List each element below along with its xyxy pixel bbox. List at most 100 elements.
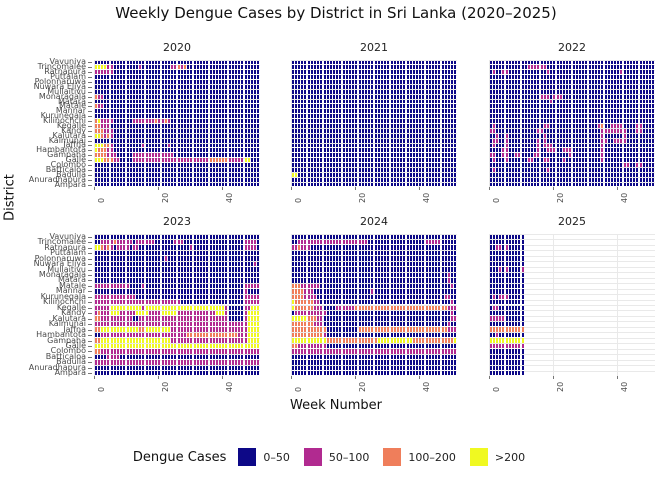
y-axis-tick-labels: Vavuniya Trincomalee Ratnapura Puttalam Polo… [0, 0, 92, 480]
y-tick-label-nuwara-eliya: Nuwara Eliya [33, 81, 86, 91]
x-tick-label: 0 [492, 197, 501, 203]
x-tick-mark [94, 376, 95, 379]
y-tick-mark [88, 285, 92, 287]
y-tick-mark [88, 264, 92, 266]
y-tick-mark [88, 135, 92, 137]
y-tick-label-badulla: Badulla [56, 169, 86, 179]
panel-2023 [94, 234, 260, 376]
x-tick-mark [94, 187, 95, 190]
y-tick-mark [88, 345, 92, 347]
legend: Dengue Cases 0–50 50–100 100–200 >200 [0, 440, 672, 474]
y-tick-label-kegalle: Kegalle [56, 302, 86, 312]
y-tick-mark [88, 274, 92, 276]
x-tick-mark [157, 187, 159, 190]
y-tick-mark [88, 91, 92, 93]
y-tick-label-puttalam: Puttalam [50, 248, 86, 258]
y-tick-mark [88, 116, 92, 118]
y-tick-mark [88, 101, 92, 103]
legend-title: Dengue Cases [132, 449, 227, 465]
legend-label: 50–100 [328, 450, 370, 464]
y-tick-mark [88, 356, 92, 358]
y-tick-label-vavuniya: Vavuniya [49, 231, 87, 241]
y-tick-label-trincomalee: Trincomalee [37, 62, 86, 72]
y-tick-mark [88, 373, 92, 375]
x-tick-mark [616, 376, 618, 379]
page-title: Weekly Dengue Cases by District in Sri L… [115, 4, 557, 22]
y-tick-mark [88, 280, 92, 282]
legend-items: 0–50 50–100 100–200 >200 [238, 448, 539, 466]
x-tick-label: 40 [421, 381, 431, 392]
y-tick-label-matara: Matara [57, 96, 86, 106]
legend-item[interactable]: 0–50 [238, 448, 290, 466]
y-tick-mark [88, 62, 92, 64]
facet-strip-2024: 2024 [360, 215, 388, 228]
y-tick-label-kalmunai: Kalmunai [48, 135, 86, 145]
y-tick-mark [88, 174, 92, 176]
facet-strip-2023: 2023 [163, 215, 191, 228]
x-tick-label: 20 [357, 381, 367, 392]
x-tick-label: 0 [97, 197, 106, 203]
x-axis-title: Week Number [290, 398, 382, 413]
y-tick-mark [88, 72, 92, 74]
y-tick-mark [88, 307, 92, 309]
heatmap-tiles [94, 60, 260, 187]
y-tick-label-anuradhapura: Anuradhapura [28, 362, 86, 372]
x-tick-mark [552, 187, 554, 190]
y-tick-label-batticaloa: Batticaloa [45, 164, 86, 174]
y-tick-label-kilinochchi: Kilinochchi [42, 297, 86, 307]
x-tick-label: 20 [160, 192, 170, 203]
y-tick-mark [88, 269, 92, 271]
y-tick-label-gampaha: Gampaha [47, 150, 86, 160]
y-tick-mark [88, 106, 92, 108]
y-tick-mark [88, 258, 92, 260]
panel-2024 [291, 234, 457, 376]
x-tick-mark [157, 376, 159, 379]
x-tick-label: 20 [160, 381, 170, 392]
y-tick-label-ratnapura: Ratnapura [44, 242, 86, 252]
x-tick-mark [616, 187, 618, 190]
legend-label: 100–200 [408, 450, 456, 464]
y-tick-label-matale: Matale [59, 280, 86, 290]
y-tick-mark [88, 155, 92, 157]
y-tick-label-matale: Matale [59, 101, 86, 111]
y-tick-label-hambantota: Hambantota [36, 145, 86, 155]
y-tick-label-matara: Matara [57, 275, 86, 285]
y-tick-mark [88, 313, 92, 315]
y-tick-label-polonnaruwa: Polonnaruwa [34, 253, 86, 263]
panel-2020 [94, 60, 260, 187]
x-tick-label: 40 [421, 192, 431, 203]
heatmap-tiles [489, 234, 655, 376]
x-tick-mark [354, 187, 356, 190]
legend-item[interactable]: >200 [469, 448, 526, 466]
facet-strip-2021: 2021 [360, 41, 388, 54]
legend-item[interactable]: 100–200 [383, 448, 456, 466]
y-tick-label-galle: Galle [65, 340, 86, 350]
y-tick-label-gampaha: Gampaha [47, 335, 86, 345]
x-tick-label: 0 [294, 386, 303, 392]
heatmap-tiles [94, 234, 260, 376]
y-tick-mark [88, 253, 92, 255]
legend-item[interactable]: 50–100 [303, 448, 370, 466]
panel-gridlines [291, 60, 457, 187]
y-tick-mark [88, 81, 92, 83]
x-tick-mark [291, 187, 292, 190]
legend-label: >200 [494, 450, 526, 464]
y-tick-label-colombo: Colombo [50, 346, 86, 356]
y-tick-label-anuradhapura: Anuradhapura [28, 174, 86, 184]
y-tick-mark [88, 184, 92, 186]
y-tick-label-batticaloa: Batticaloa [45, 351, 86, 361]
y-tick-label-hambantota: Hambantota [36, 330, 86, 340]
x-tick-mark [489, 376, 490, 379]
y-tick-mark [88, 242, 92, 244]
y-tick-label-polonnaruwa: Polonnaruwa [34, 76, 86, 86]
y-tick-label-mullaitivu: Mullaitivu [47, 86, 86, 96]
y-tick-mark [88, 351, 92, 353]
x-tick-mark [418, 187, 420, 190]
y-tick-mark [88, 302, 92, 304]
y-tick-label-kalutara: Kalutara [52, 313, 86, 323]
y-tick-label-kurunegala: Kurunegala [40, 111, 86, 121]
y-tick-label-kalutara: Kalutara [52, 130, 86, 140]
x-tick-label: 40 [619, 381, 629, 392]
y-tick-label-galle: Galle [65, 155, 86, 165]
